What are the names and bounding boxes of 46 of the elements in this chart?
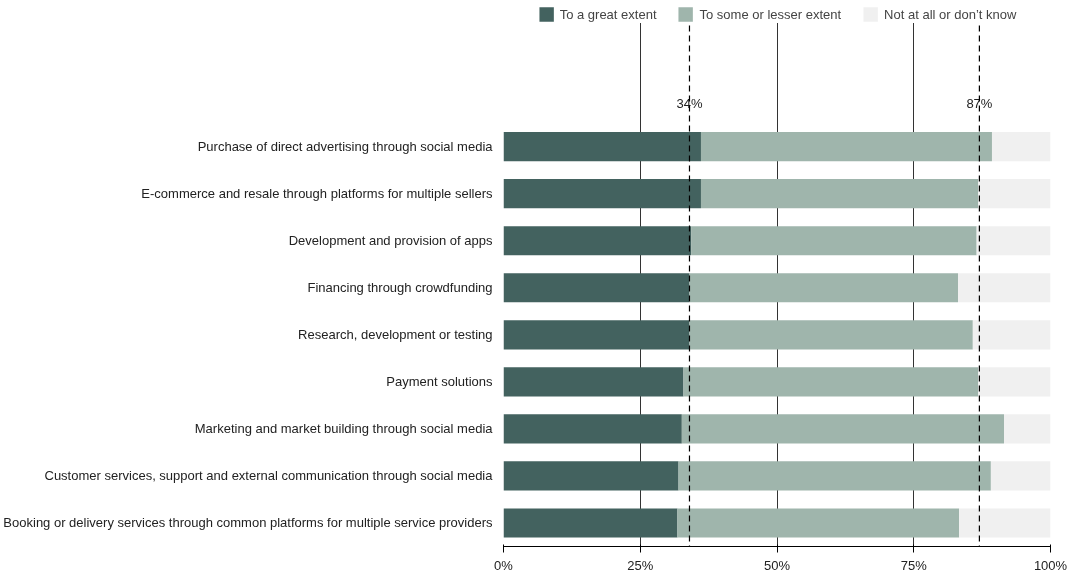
bar xyxy=(700,179,979,209)
y-tick-label: Development and provision of apps xyxy=(288,233,493,249)
bar xyxy=(503,320,690,350)
ref-line-label: 87% xyxy=(966,96,993,112)
bar xyxy=(503,367,684,397)
bar xyxy=(677,508,960,538)
x-tick-label: 25% xyxy=(627,557,654,573)
y-tick-label: Purchase of direct advertising through social media xyxy=(197,139,494,155)
bar xyxy=(1004,414,1051,444)
bar xyxy=(991,132,1051,162)
y-tick-label: Research, development or testing xyxy=(298,327,493,343)
y-tick-label: Payment solutions xyxy=(386,374,493,390)
y-tick-label: Customer services, support and external communication through social media xyxy=(44,468,494,484)
ref-line-label: 34% xyxy=(676,96,703,112)
bar xyxy=(678,461,991,491)
bar xyxy=(503,508,678,538)
y-tick-label: E-commerce and resale through platforms for multiple sellers xyxy=(141,186,493,202)
legend-label: To a great extent xyxy=(559,6,657,22)
bar xyxy=(691,226,977,256)
bar xyxy=(959,508,1051,538)
bar xyxy=(503,273,690,303)
bar xyxy=(503,414,682,444)
bar xyxy=(972,320,1051,350)
bar xyxy=(503,461,679,491)
y-tick-label: Financing through crowdfunding xyxy=(307,280,493,296)
legend-label: Not at all or don’t know xyxy=(884,6,1017,22)
bar xyxy=(503,132,701,162)
bar xyxy=(958,273,1051,303)
x-tick-label: 100% xyxy=(1033,557,1068,573)
bar xyxy=(503,226,692,256)
x-tick-label: 50% xyxy=(763,557,791,573)
bar xyxy=(683,367,979,397)
y-tick-label: Booking or delivery services through common platforms for multiple service providers xyxy=(3,515,493,531)
bar xyxy=(978,179,1051,209)
x-tick-label: 75% xyxy=(900,557,928,573)
bar xyxy=(689,320,973,350)
bar xyxy=(681,414,1005,444)
x-tick-label: 0% xyxy=(494,557,514,573)
bar xyxy=(990,461,1051,491)
bar xyxy=(976,226,1051,256)
bar xyxy=(503,179,701,209)
bar xyxy=(689,273,959,303)
y-tick-label: Marketing and market building through social media xyxy=(194,421,494,437)
bar xyxy=(700,132,992,162)
legend-label: To some or lesser extent xyxy=(699,6,842,22)
bar xyxy=(978,367,1051,397)
